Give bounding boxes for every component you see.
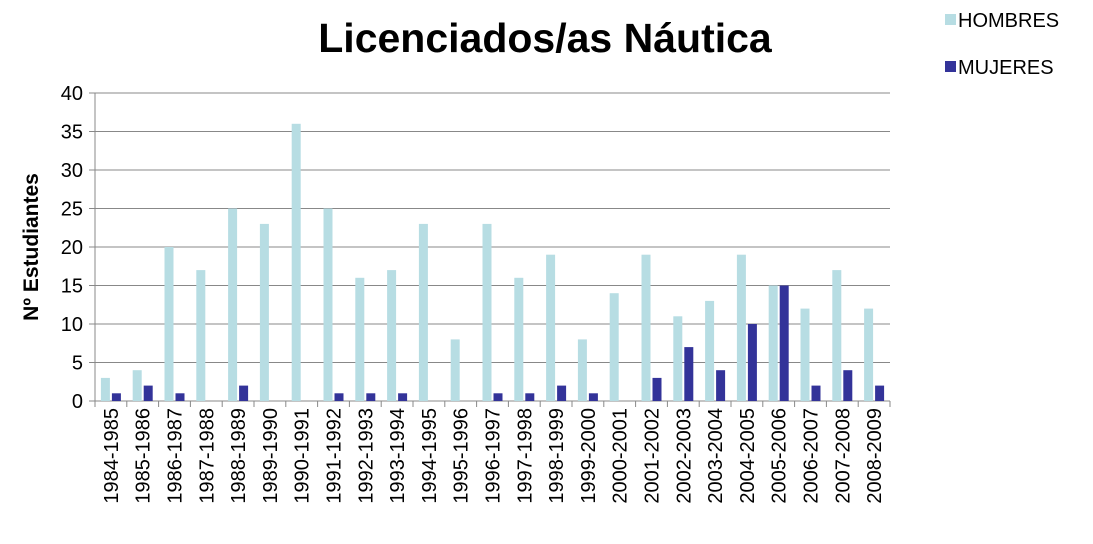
bar <box>577 339 587 401</box>
bar <box>450 339 460 401</box>
bar <box>175 393 185 401</box>
x-tick-label: 1988-1989 <box>228 408 250 504</box>
x-tick-label: 1997-1998 <box>514 408 536 504</box>
x-tick-label: 2006-2007 <box>801 408 823 504</box>
y-tick-label: 0 <box>72 391 83 413</box>
x-tick-label: 1996-1997 <box>483 408 505 504</box>
bar <box>843 370 853 401</box>
bar <box>493 393 503 401</box>
x-tick-label: 1989-1990 <box>260 408 282 504</box>
bar <box>334 393 344 401</box>
x-tick-label: 2005-2006 <box>769 408 791 504</box>
bar <box>418 223 428 401</box>
y-tick-label: 15 <box>61 276 83 298</box>
bar <box>864 308 874 401</box>
bar <box>557 385 567 401</box>
x-tick-label: 2004-2005 <box>737 408 759 504</box>
x-tick-label: 1985-1986 <box>133 408 155 504</box>
bar <box>747 324 757 401</box>
y-tick-label: 20 <box>61 237 83 259</box>
bar <box>132 370 142 401</box>
x-tick-label: 2001-2002 <box>642 408 664 504</box>
bar <box>100 377 110 401</box>
bar <box>641 254 651 401</box>
y-tick-label: 35 <box>61 122 83 144</box>
bar <box>705 300 715 401</box>
y-tick-label: 10 <box>61 314 83 336</box>
bar <box>525 393 535 401</box>
legend-swatch <box>945 61 956 72</box>
x-tick-label: 1991-1992 <box>324 408 346 504</box>
bar <box>323 208 333 401</box>
bar <box>736 254 746 401</box>
x-tick-label: 1998-1999 <box>546 408 568 504</box>
x-tick-label: 2000-2001 <box>610 408 632 504</box>
bar <box>875 385 885 401</box>
x-tick-label: 1994-1995 <box>419 408 441 504</box>
legend-label: MUJERES <box>958 57 1054 79</box>
bar <box>811 385 821 401</box>
bar <box>196 270 206 401</box>
x-tick-label: 1984-1985 <box>101 408 123 504</box>
x-tick-label: 1999-2000 <box>578 408 600 504</box>
bar <box>164 247 174 401</box>
bar <box>143 385 153 401</box>
x-tick-label: 1992-1993 <box>355 408 377 504</box>
y-axis-label: Nº Estudiantes <box>20 173 43 321</box>
bar <box>291 123 301 402</box>
x-tick-label: 1993-1994 <box>387 408 409 504</box>
bar <box>673 316 683 401</box>
x-tick-label: 1986-1987 <box>165 408 187 504</box>
x-tick-label: 2007-2008 <box>832 408 854 504</box>
legend-swatch <box>945 14 956 25</box>
bar <box>366 393 376 401</box>
x-tick-label: 1995-1996 <box>451 408 473 504</box>
y-tick-label: 25 <box>61 199 83 221</box>
y-tick-label: 30 <box>61 160 83 182</box>
bar <box>800 308 810 401</box>
bar <box>482 223 492 401</box>
bar <box>228 208 238 401</box>
x-tick-label: 2003-2004 <box>705 408 727 504</box>
chart-title: Licenciados/as Náutica <box>318 15 773 61</box>
bar <box>779 285 789 401</box>
bar <box>398 393 408 401</box>
bar <box>768 285 778 401</box>
bar <box>588 393 598 401</box>
y-tick-label: 40 <box>61 83 83 105</box>
y-tick-label: 5 <box>72 353 83 375</box>
legend-label: HOMBRES <box>958 10 1059 32</box>
bar <box>546 254 556 401</box>
bar <box>259 223 269 401</box>
bar <box>239 385 249 401</box>
x-tick-label: 2008-2009 <box>864 408 886 504</box>
bar <box>355 277 365 401</box>
bar <box>111 393 121 401</box>
x-tick-label: 1987-1988 <box>196 408 218 504</box>
bar <box>652 377 662 401</box>
bar <box>832 270 842 401</box>
bar <box>514 277 524 401</box>
x-tick-label: 2002-2003 <box>673 408 695 504</box>
bar <box>609 293 619 401</box>
bar <box>684 347 694 401</box>
bar <box>716 370 726 401</box>
bar <box>387 270 397 401</box>
x-tick-label: 1990-1991 <box>292 408 314 504</box>
